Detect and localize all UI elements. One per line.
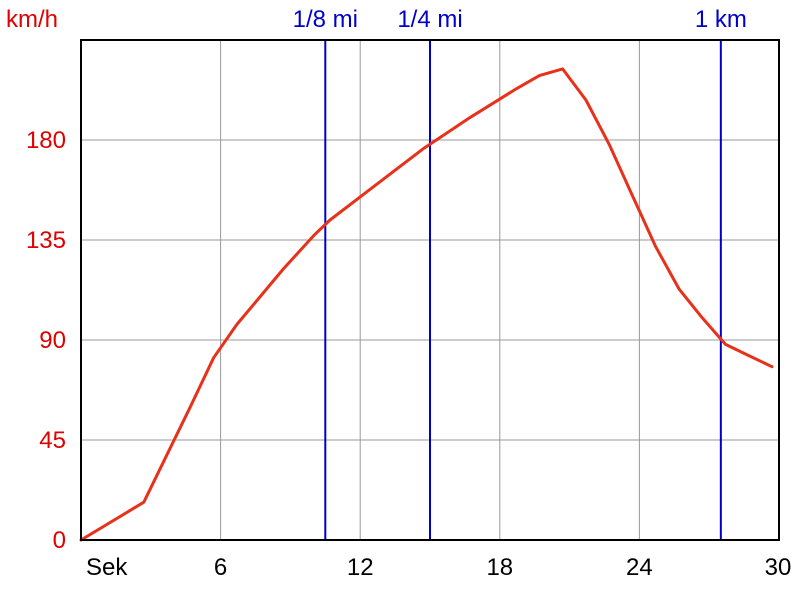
y-tick-label-135: 135 — [26, 227, 66, 254]
x-tick-label-30: 30 — [765, 554, 792, 581]
marker-label-0: 1/8 mi — [293, 6, 358, 33]
y-axis-label: km/h — [6, 6, 58, 33]
plot-frame — [80, 39, 780, 541]
y-tick-labels: 0 45 90 135 180 — [26, 127, 66, 554]
marker-labels: 1/8 mi 1/4 mi 1 km — [293, 6, 747, 33]
marker-label-1: 1/4 mi — [397, 6, 462, 33]
marker-label-2: 1 km — [695, 6, 747, 33]
series — [79, 67, 774, 542]
y-tick-label-180: 180 — [26, 127, 66, 154]
y-tick-label-90: 90 — [39, 327, 66, 354]
x-tick-labels: 6 12 18 24 30 — [214, 554, 791, 581]
series-line-0 — [79, 67, 774, 542]
x-tick-label-24: 24 — [626, 554, 653, 581]
x-axis-label: Sek — [86, 554, 128, 581]
y-tick-label-45: 45 — [39, 427, 66, 454]
x-tick-label-18: 18 — [486, 554, 513, 581]
x-tick-label-6: 6 — [214, 554, 227, 581]
y-tick-label-0: 0 — [53, 527, 66, 554]
x-tick-label-12: 12 — [347, 554, 374, 581]
distance-markers — [324, 40, 722, 540]
